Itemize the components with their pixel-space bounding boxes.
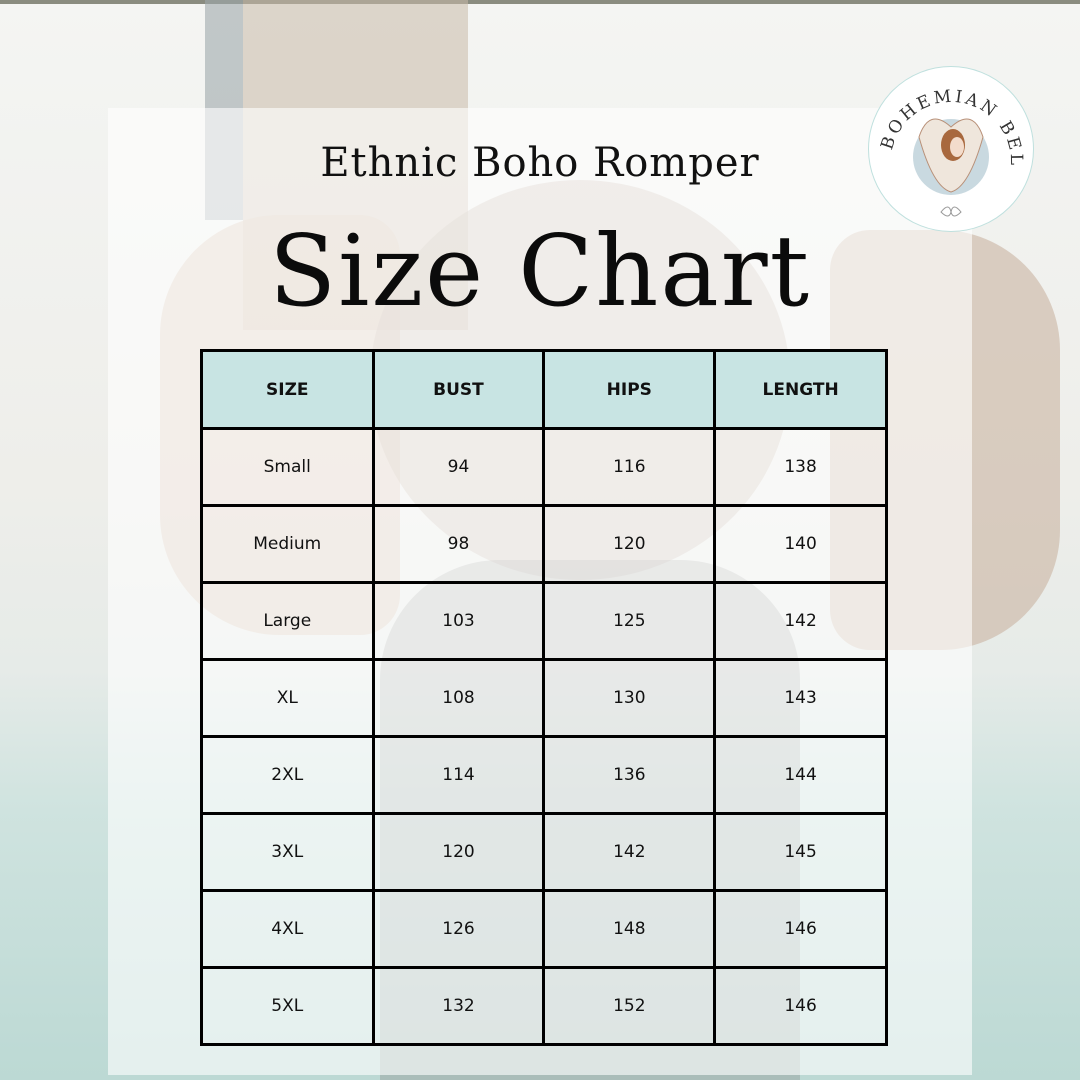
background-wall [0, 0, 1080, 4]
cell-size: Medium [200, 504, 375, 584]
cell-hips: 142 [542, 812, 717, 892]
table-row: Medium 98 120 140 [200, 504, 888, 584]
cell-bust: 114 [371, 735, 546, 815]
cell-bust: 98 [371, 504, 546, 584]
cell-length: 146 [713, 966, 888, 1046]
table-header-row: SIZE BUST HIPS LENGTH [200, 349, 888, 430]
table-row: Large 103 125 142 [200, 581, 888, 661]
cell-length: 140 [713, 504, 888, 584]
cell-bust: 108 [371, 658, 546, 738]
angel-moon-icon: BOHEMIAN BELLE [869, 67, 1023, 217]
product-subtitle: Ethnic Boho Romper [320, 140, 760, 186]
table-row: 5XL 132 152 146 [200, 966, 888, 1046]
cell-length: 145 [713, 812, 888, 892]
cell-bust: 126 [371, 889, 546, 969]
cell-bust: 120 [371, 812, 546, 892]
cell-size: Large [200, 581, 375, 661]
cell-hips: 130 [542, 658, 717, 738]
cell-size: Small [200, 427, 375, 507]
column-header-size: SIZE [200, 349, 375, 430]
cell-length: 143 [713, 658, 888, 738]
column-header-hips: HIPS [542, 349, 717, 430]
column-header-bust: BUST [371, 349, 546, 430]
table-row: Small 94 116 138 [200, 427, 888, 507]
cell-hips: 125 [542, 581, 717, 661]
cell-size: 2XL [200, 735, 375, 815]
table-row: 4XL 126 148 146 [200, 889, 888, 969]
table-row: XL 108 130 143 [200, 658, 888, 738]
size-chart-table: SIZE BUST HIPS LENGTH Small 94 116 138 Mediu… [200, 349, 888, 1046]
cell-hips: 116 [542, 427, 717, 507]
cell-size: 4XL [200, 889, 375, 969]
cell-bust: 94 [371, 427, 546, 507]
cell-bust: 132 [371, 966, 546, 1046]
cell-length: 146 [713, 889, 888, 969]
cell-hips: 148 [542, 889, 717, 969]
cell-hips: 152 [542, 966, 717, 1046]
table-row: 3XL 120 142 145 [200, 812, 888, 892]
cell-hips: 120 [542, 504, 717, 584]
page-title: Size Chart [268, 215, 811, 329]
cell-length: 144 [713, 735, 888, 815]
table-row: 2XL 114 136 144 [200, 735, 888, 815]
cell-length: 142 [713, 581, 888, 661]
column-header-length: LENGTH [713, 349, 888, 430]
cell-size: 3XL [200, 812, 375, 892]
cell-hips: 136 [542, 735, 717, 815]
brand-logo: BOHEMIAN BELLE [868, 66, 1034, 232]
cell-size: XL [200, 658, 375, 738]
cell-bust: 103 [371, 581, 546, 661]
cell-length: 138 [713, 427, 888, 507]
cell-size: 5XL [200, 966, 375, 1046]
